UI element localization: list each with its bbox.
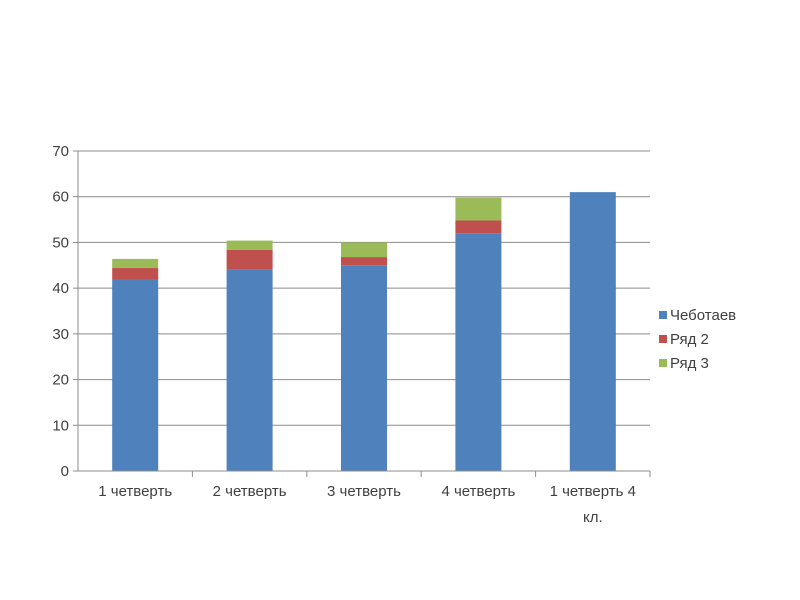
- y-tick-label: 40: [52, 280, 69, 297]
- bar-segment: [112, 258, 159, 269]
- bar-segment: [341, 265, 387, 471]
- legend-label: Ряд 3: [670, 355, 709, 372]
- x-category-label: 4 четверть: [441, 483, 515, 500]
- y-tick-label: 20: [52, 372, 69, 389]
- y-tick-label: 50: [52, 234, 69, 251]
- bar-segment: [455, 220, 502, 234]
- x-category-label: 1 четверть: [98, 483, 172, 500]
- bar-segment: [112, 279, 159, 471]
- x-category-label: 1 четверть 4: [550, 483, 636, 500]
- y-tick-label: 30: [52, 326, 69, 343]
- legend-label: Ряд 2: [670, 331, 709, 348]
- bar-segment: [341, 257, 387, 266]
- x-category-label: 2 четверть: [213, 483, 287, 500]
- legend-swatch: [659, 311, 667, 319]
- y-tick-label: 10: [52, 417, 69, 434]
- bar-segment: [455, 197, 502, 221]
- bar-segment: [112, 268, 159, 279]
- legend-label: Чеботаев: [670, 307, 736, 324]
- y-tick-label: 60: [52, 189, 69, 206]
- bar-segment: [341, 242, 387, 258]
- y-tick-label: 0: [61, 463, 69, 480]
- bar-segment: [226, 269, 273, 471]
- bar-segment: [226, 249, 273, 270]
- x-category-label: 3 четверть: [327, 483, 401, 500]
- bar-segment: [569, 192, 616, 471]
- x-category-label: кл.: [583, 509, 603, 526]
- y-tick-label: 70: [52, 143, 69, 160]
- legend-swatch: [659, 335, 667, 343]
- bar-segment: [455, 233, 502, 471]
- bar-segment: [226, 240, 273, 250]
- legend-swatch: [659, 359, 667, 367]
